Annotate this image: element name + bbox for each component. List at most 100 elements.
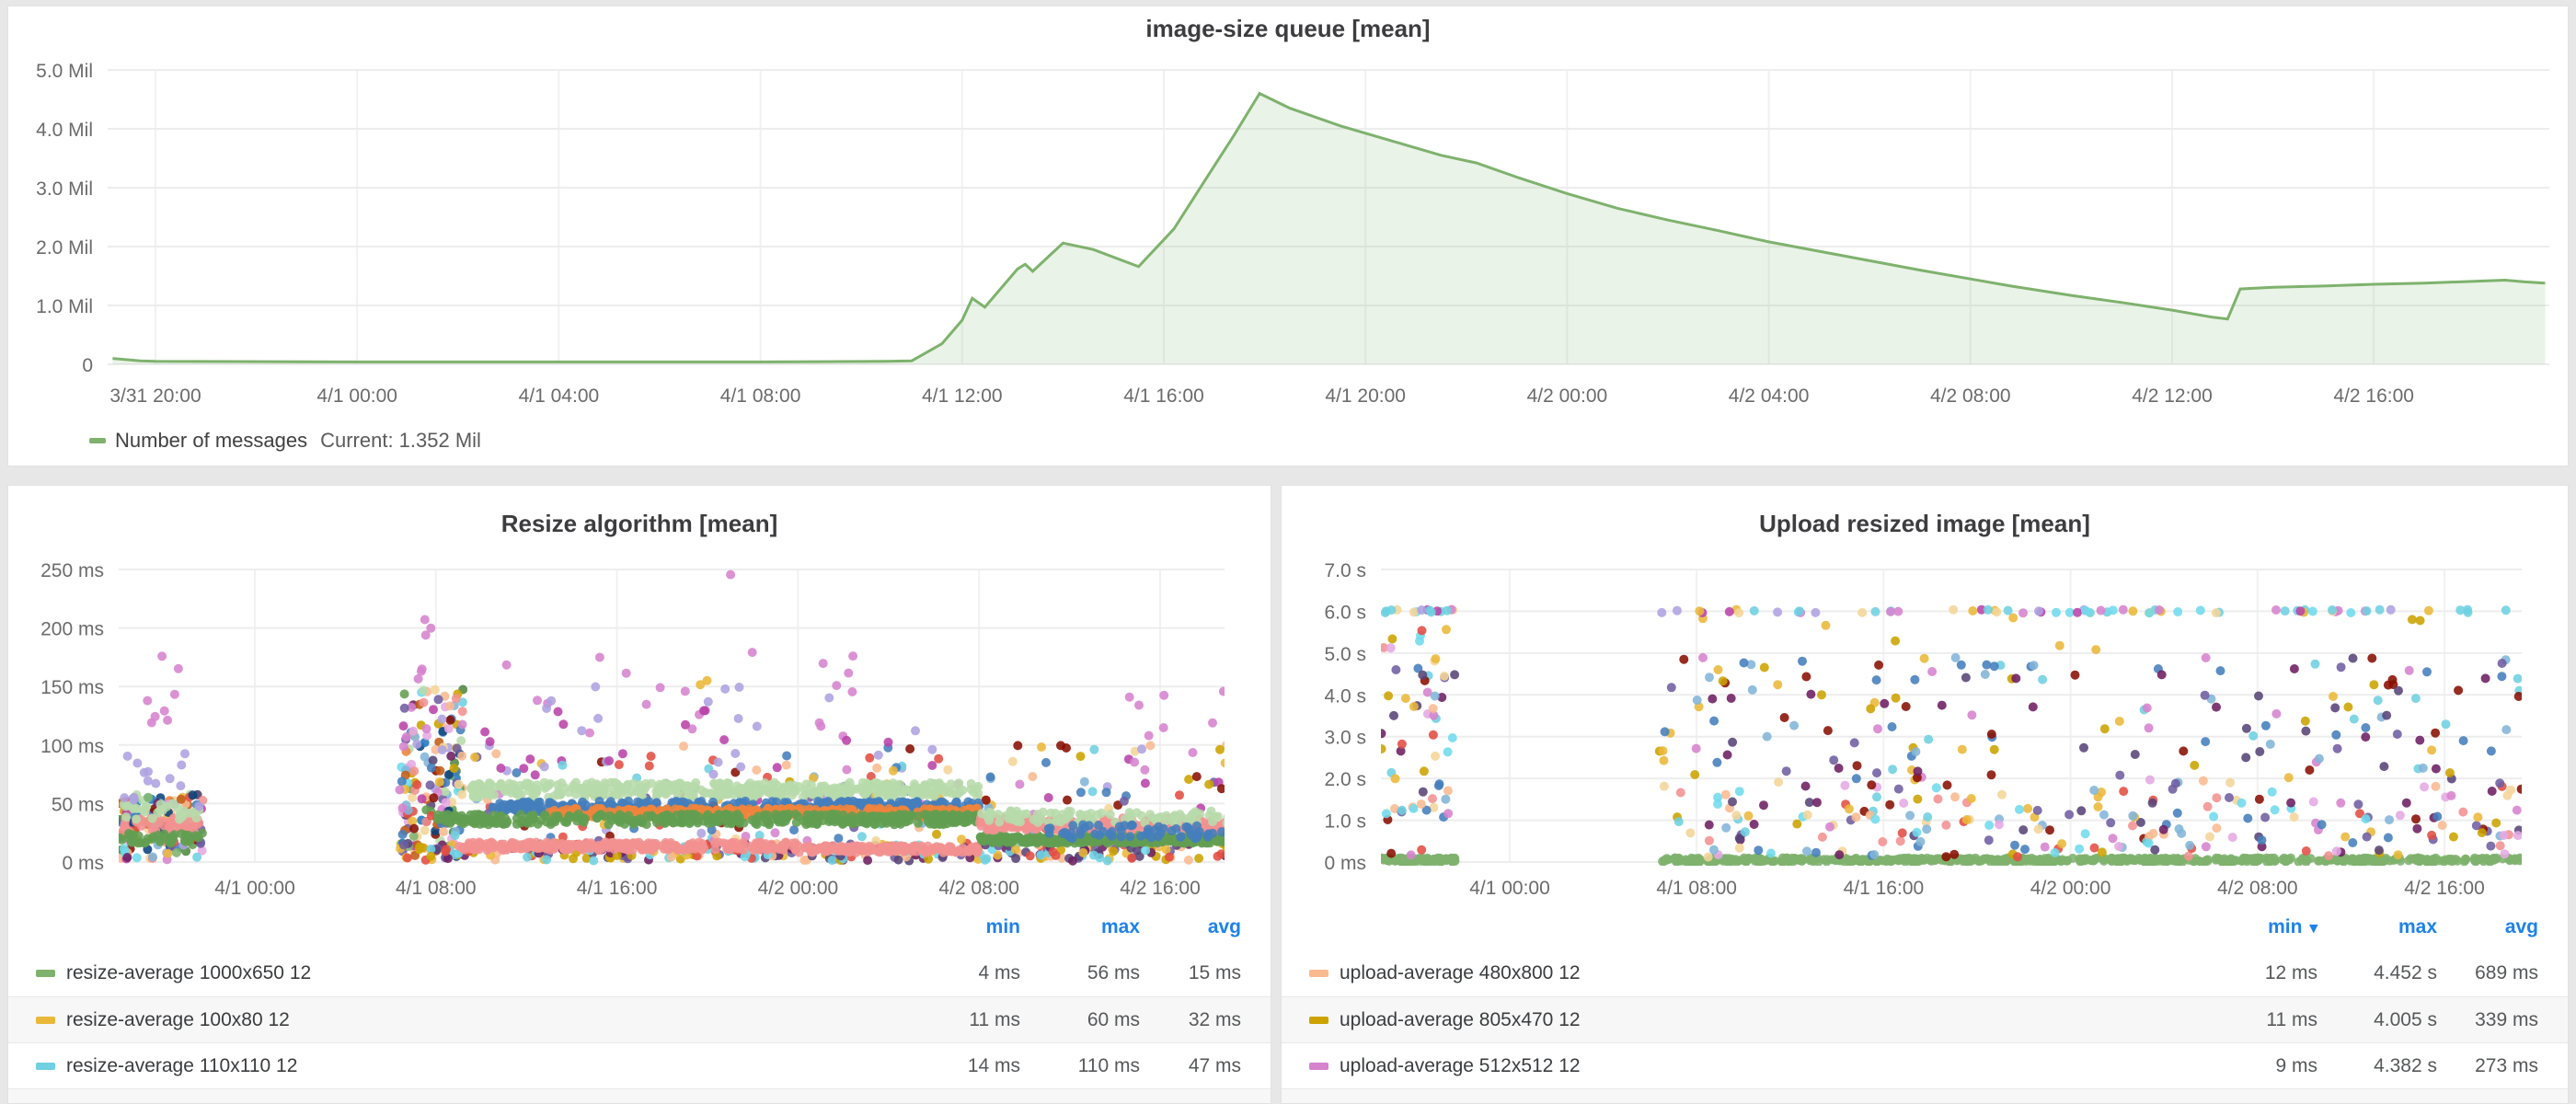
sort-label: min (2268, 916, 2303, 937)
svg-text:4/2 00:00: 4/2 00:00 (1527, 385, 1608, 407)
legend-series-label[interactable]: Number of messages (115, 429, 308, 452)
svg-text:4/1 20:00: 4/1 20:00 (1325, 385, 1406, 407)
svg-text:3/31 20:00: 3/31 20:00 (109, 385, 201, 407)
svg-text:0 ms: 0 ms (62, 853, 104, 874)
stat-avg: 15 ms (1188, 962, 1241, 983)
svg-text:4/2 12:00: 4/2 12:00 (2132, 385, 2213, 407)
stat-max: 60 ms (1087, 1009, 1140, 1030)
sort-max-button[interactable]: max (1100, 916, 1140, 937)
series-color-swatch (36, 970, 55, 977)
legend-series-toggle: resize-average 100x80 12 (36, 997, 290, 1043)
svg-text:4/2 16:00: 4/2 16:00 (1120, 878, 1201, 899)
stat-avg: 273 ms (2475, 1055, 2538, 1076)
svg-text:1.0 s: 1.0 s (1324, 811, 1366, 833)
svg-text:250 ms: 250 ms (40, 560, 104, 581)
panel-image-size-queue: image-size queue [mean] 3/31 20:00 4/1 00… (7, 6, 2569, 466)
panel-title-image-size-queue[interactable]: image-size queue [mean] (1145, 15, 1431, 42)
legend-series-toggle: upload-average 480x800 12 (1309, 950, 1581, 996)
stat-max: 4.452 s (2374, 962, 2437, 983)
legend-image-size-queue[interactable]: Number of messages Current: 1.352 Mil (89, 426, 481, 455)
svg-text:4/1 16:00: 4/1 16:00 (1123, 385, 1204, 407)
svg-text:4/2 16:00: 4/2 16:00 (2404, 878, 2485, 899)
legend-current-value: Current: 1.352 Mil (320, 429, 481, 452)
stat-avg: 32 ms (1188, 1009, 1241, 1030)
svg-text:4/1 08:00: 4/1 08:00 (396, 878, 477, 899)
legend-series-label[interactable]: resize-average 100x80 12 (66, 1009, 290, 1030)
series-color-swatch (1309, 1017, 1328, 1024)
panel-title-resize-algorithm[interactable]: Resize algorithm [mean] (500, 510, 778, 537)
svg-text:4/1 00:00: 4/1 00:00 (316, 385, 397, 407)
legend-series-toggle: upload-average 805x470 12 (1309, 997, 1581, 1043)
scatter-chart-resize-algorithm[interactable]: 4/1 00:00 4/1 08:00 4/1 16:00 4/2 00:00 4/2 … (8, 486, 1271, 904)
svg-text:150 ms: 150 ms (40, 677, 104, 698)
svg-text:3.0 Mil: 3.0 Mil (36, 178, 93, 200)
sort-caret-icon: ▾ (2309, 919, 2317, 937)
svg-text:0: 0 (82, 355, 93, 376)
legend-series-label[interactable]: upload-average 805x470 12 (1340, 1009, 1581, 1030)
legend-row-partial (1282, 1088, 2568, 1103)
panel-title-upload-resized-image[interactable]: Upload resized image [mean] (1759, 510, 2090, 537)
svg-text:4/1 00:00: 4/1 00:00 (1469, 878, 1550, 899)
legend-row[interactable]: resize-average 1000x650 12 4 ms 56 ms 15… (8, 950, 1271, 996)
series-color-swatch (36, 1063, 55, 1070)
stat-min: 11 ms (2266, 1009, 2317, 1030)
legend-series-label[interactable]: upload-average 512x512 12 (1340, 1055, 1581, 1076)
legend-row[interactable]: resize-average 100x80 12 11 ms 60 ms 32 … (8, 996, 1271, 1042)
svg-text:5.0 Mil: 5.0 Mil (36, 61, 93, 82)
svg-text:5.0 s: 5.0 s (1324, 644, 1366, 665)
svg-text:0 ms: 0 ms (1324, 853, 1366, 874)
legend-header-upload: min ▾ max avg (1282, 904, 2568, 950)
svg-text:4/2 00:00: 4/2 00:00 (2030, 878, 2111, 899)
svg-text:4/1 12:00: 4/1 12:00 (922, 385, 1003, 407)
sort-min-button[interactable]: min ▾ (2179, 904, 2317, 950)
legend-series-toggle: resize-average 1000x650 12 (36, 950, 311, 996)
scatter-chart-upload-resized-image[interactable]: 4/1 00:00 4/1 08:00 4/1 16:00 4/2 00:00 4/2 … (1282, 486, 2568, 904)
stat-avg: 689 ms (2475, 962, 2538, 983)
svg-text:2.0 s: 2.0 s (1324, 769, 1366, 790)
legend-row[interactable]: upload-average 805x470 12 11 ms 4.005 s … (1282, 996, 2568, 1042)
svg-text:50 ms: 50 ms (52, 794, 104, 815)
area-chart-image-size-queue[interactable]: 3/31 20:00 4/1 00:00 4/1 04:00 4/1 08:00 4/1… (8, 6, 2568, 466)
sort-avg-button[interactable]: avg (2504, 916, 2538, 937)
svg-text:4/1 16:00: 4/1 16:00 (577, 878, 658, 899)
sort-min-button[interactable]: min (985, 916, 1020, 937)
svg-text:2.0 Mil: 2.0 Mil (36, 237, 93, 259)
stat-min: 11 ms (969, 1009, 1020, 1030)
panel-upload-resized-image: Upload resized image [mean] 4/1 00:00 4/1… (1281, 485, 2569, 1104)
series-color-swatch (89, 438, 106, 443)
stat-max: 4.005 s (2374, 1009, 2437, 1030)
legend-table-resize: min max avg resize-average 1000x650 12 4… (8, 904, 1271, 1103)
stat-max: 110 ms (1077, 1055, 1140, 1076)
sort-avg-button[interactable]: avg (1207, 916, 1241, 937)
legend-row[interactable]: resize-average 110x110 12 14 ms 110 ms 4… (8, 1042, 1271, 1088)
svg-text:200 ms: 200 ms (40, 619, 104, 640)
stat-min: 4 ms (978, 962, 1020, 983)
legend-series-label[interactable]: resize-average 110x110 12 (66, 1055, 298, 1076)
stat-max: 4.382 s (2374, 1055, 2437, 1076)
legend-row[interactable]: upload-average 512x512 12 9 ms 4.382 s 2… (1282, 1042, 2568, 1088)
svg-text:6.0 s: 6.0 s (1324, 602, 1366, 623)
legend-series-label[interactable]: resize-average 1000x650 12 (66, 962, 312, 983)
svg-text:4/2 08:00: 4/2 08:00 (938, 878, 1019, 899)
series-color-swatch (1309, 970, 1328, 977)
sort-max-button[interactable]: max (2398, 916, 2437, 937)
svg-text:4/2 08:00: 4/2 08:00 (1930, 385, 2011, 407)
legend-row[interactable]: upload-average 480x800 12 12 ms 4.452 s … (1282, 950, 2568, 996)
legend-series-label[interactable]: upload-average 480x800 12 (1340, 962, 1581, 983)
svg-text:4/2 08:00: 4/2 08:00 (2217, 878, 2298, 899)
stat-max: 56 ms (1087, 962, 1140, 983)
stat-avg: 339 ms (2475, 1009, 2538, 1030)
svg-text:4/1 16:00: 4/1 16:00 (1844, 878, 1925, 899)
svg-text:4.0 s: 4.0 s (1324, 685, 1366, 707)
svg-text:4/1 08:00: 4/1 08:00 (720, 385, 801, 407)
panel-resize-algorithm: Resize algorithm [mean] 4/1 00:00 4/1 08:… (7, 485, 1271, 1104)
stat-min: 14 ms (967, 1055, 1020, 1076)
series-color-swatch (1309, 1063, 1328, 1070)
legend-series-toggle: upload-average 512x512 12 (1309, 1043, 1581, 1089)
legend-series-toggle: resize-average 110x110 12 (36, 1043, 297, 1089)
svg-text:4/2 00:00: 4/2 00:00 (758, 878, 839, 899)
svg-text:3.0 s: 3.0 s (1324, 728, 1366, 749)
svg-text:1.0 Mil: 1.0 Mil (36, 296, 93, 317)
series-color-swatch (36, 1017, 55, 1024)
